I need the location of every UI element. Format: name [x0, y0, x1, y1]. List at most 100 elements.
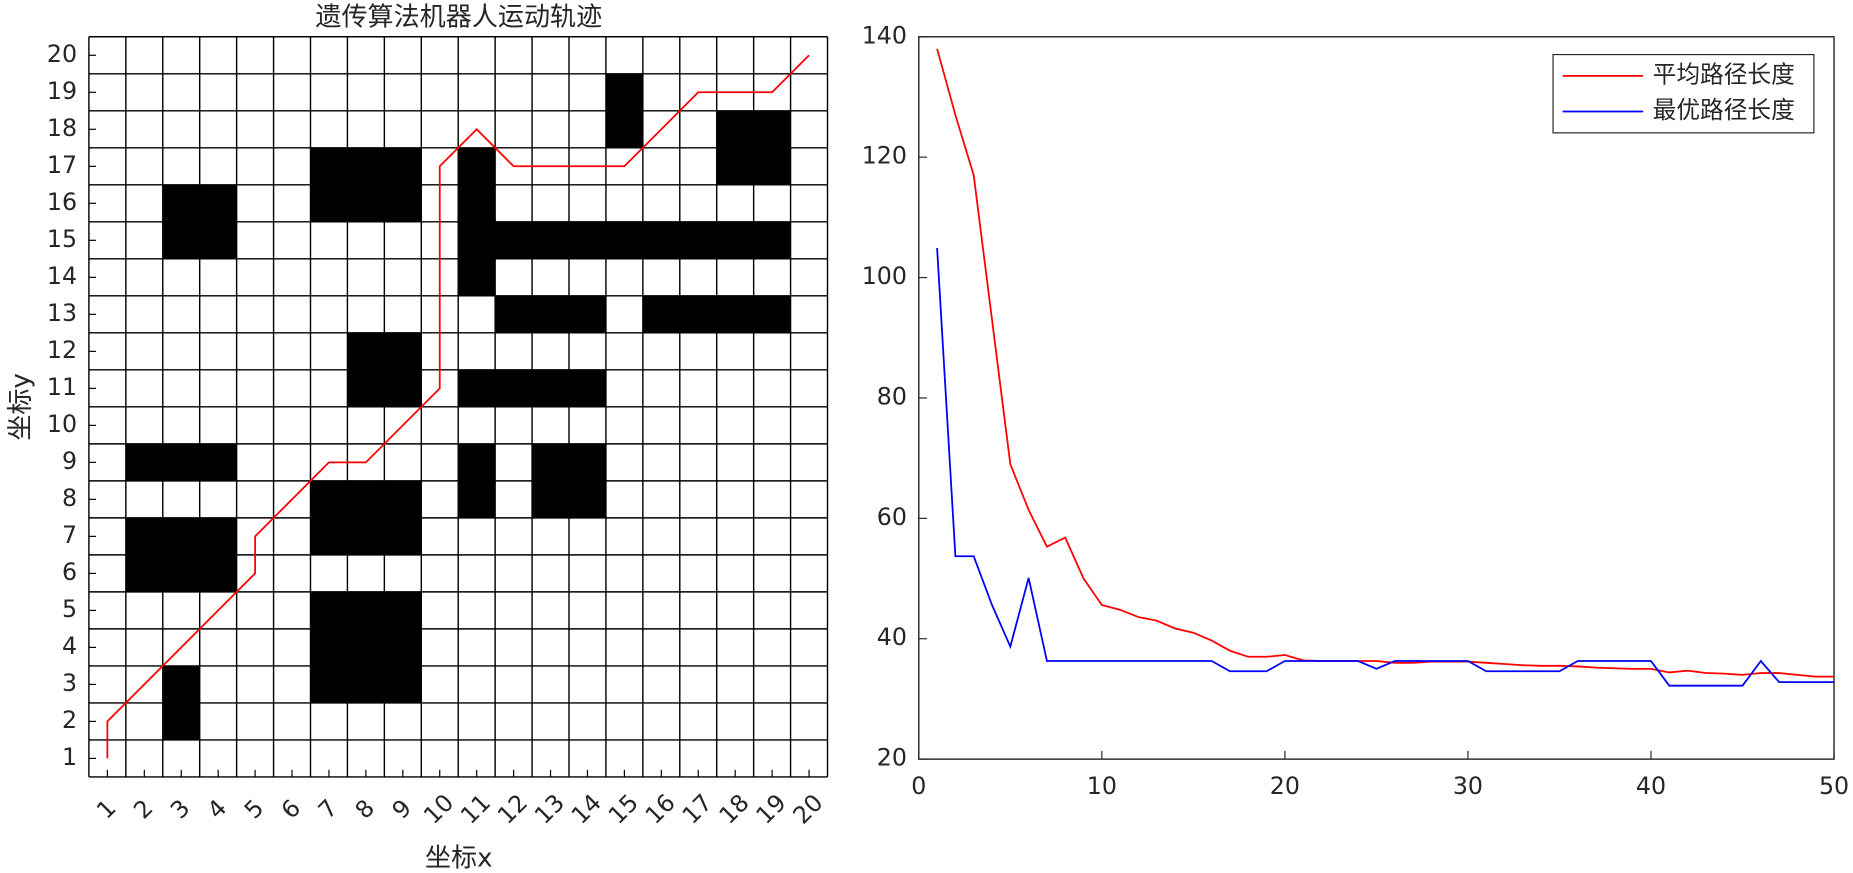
obstacle [199, 443, 237, 481]
y-tick-label: 20 [47, 40, 77, 68]
obstacle [384, 369, 422, 407]
obstacle [569, 221, 606, 259]
y-tick-label: 6 [62, 558, 77, 586]
robot-path [106, 54, 810, 759]
obstacle [495, 369, 533, 407]
y-tick-label: 2 [62, 706, 77, 734]
obstacle [458, 184, 496, 222]
obstacle [347, 480, 385, 518]
obstacle [310, 665, 348, 703]
y-axis-label: 坐标y [6, 373, 36, 441]
y-tick-label: 7 [62, 521, 77, 549]
legend-box [1552, 53, 1815, 134]
y-tick-label: 19 [47, 77, 77, 105]
x-tick-label: 30 [1453, 772, 1483, 800]
y-tick-label: 13 [47, 299, 77, 327]
obstacle [125, 443, 163, 481]
obstacle [605, 221, 643, 259]
obstacle [310, 147, 348, 185]
obstacle [347, 591, 385, 629]
obstacle [753, 110, 791, 148]
obstacle [199, 554, 237, 592]
obstacle [162, 221, 200, 259]
y-tick-label: 4 [62, 632, 77, 660]
obstacle [458, 369, 496, 407]
series-line [936, 48, 1835, 678]
obstacle [532, 443, 570, 481]
obstacle [532, 369, 570, 407]
obstacle [347, 517, 385, 555]
obstacle [347, 369, 385, 407]
obstacle [162, 702, 200, 740]
y-tick-label: 14 [47, 262, 77, 290]
obstacle [384, 628, 422, 666]
x-tick-label: 20 [1270, 772, 1300, 800]
y-tick-label: 80 [877, 382, 907, 410]
y-tick-label: 9 [62, 447, 77, 475]
obstacle [162, 554, 200, 592]
y-tick-label: 12 [47, 336, 77, 364]
x-tick-label: 40 [1636, 772, 1666, 800]
obstacle [125, 554, 163, 592]
obstacle [642, 221, 680, 259]
obstacle [199, 184, 237, 222]
y-tick-label: 17 [47, 151, 77, 179]
obstacle [384, 665, 422, 703]
obstacle [532, 295, 570, 333]
y-tick-label: 20 [877, 744, 907, 772]
obstacle [716, 147, 754, 185]
obstacle [384, 332, 422, 370]
series-line [936, 248, 1835, 687]
obstacle [162, 184, 200, 222]
obstacle [310, 480, 348, 518]
obstacle [384, 147, 422, 185]
obstacle [347, 332, 385, 370]
obstacle [495, 221, 533, 259]
obstacle [199, 517, 237, 555]
y-tick-label: 5 [62, 595, 77, 623]
obstacle [716, 295, 754, 333]
x-axis-label: 坐标x [425, 843, 493, 873]
obstacle [347, 147, 385, 185]
obstacle [384, 480, 422, 518]
obstacle [605, 73, 643, 111]
obstacle [458, 258, 496, 296]
obstacle [347, 184, 385, 222]
obstacle [162, 443, 200, 481]
y-tick-label: 40 [877, 623, 907, 651]
y-tick-label: 11 [47, 373, 77, 401]
obstacle [716, 110, 754, 148]
obstacle [310, 517, 348, 555]
obstacle [310, 184, 348, 222]
obstacle [642, 295, 680, 333]
y-tick-label: 140 [862, 21, 907, 49]
obstacle [458, 147, 496, 185]
y-tick-label: 16 [47, 188, 77, 216]
obstacle [458, 221, 496, 259]
obstacle [458, 480, 496, 518]
obstacle [532, 221, 570, 259]
obstacle [384, 184, 422, 222]
y-tick-label: 18 [47, 114, 77, 142]
obstacle [310, 591, 348, 629]
y-tick-label: 60 [877, 503, 907, 531]
obstacle [569, 369, 606, 407]
x-tick-label: 0 [911, 772, 926, 800]
y-tick-label: 100 [862, 262, 907, 290]
legend-label: 最优路径长度 [1653, 96, 1795, 124]
y-tick-label: 8 [62, 484, 77, 512]
obstacle [569, 480, 606, 518]
obstacle [347, 628, 385, 666]
obstacle [605, 110, 643, 148]
obstacle [162, 665, 200, 703]
y-tick-label: 10 [47, 410, 77, 438]
obstacle [125, 517, 163, 555]
obstacle [753, 147, 791, 185]
obstacle [384, 591, 422, 629]
obstacle [384, 517, 422, 555]
obstacle [347, 665, 385, 703]
y-tick-label: 120 [862, 142, 907, 170]
